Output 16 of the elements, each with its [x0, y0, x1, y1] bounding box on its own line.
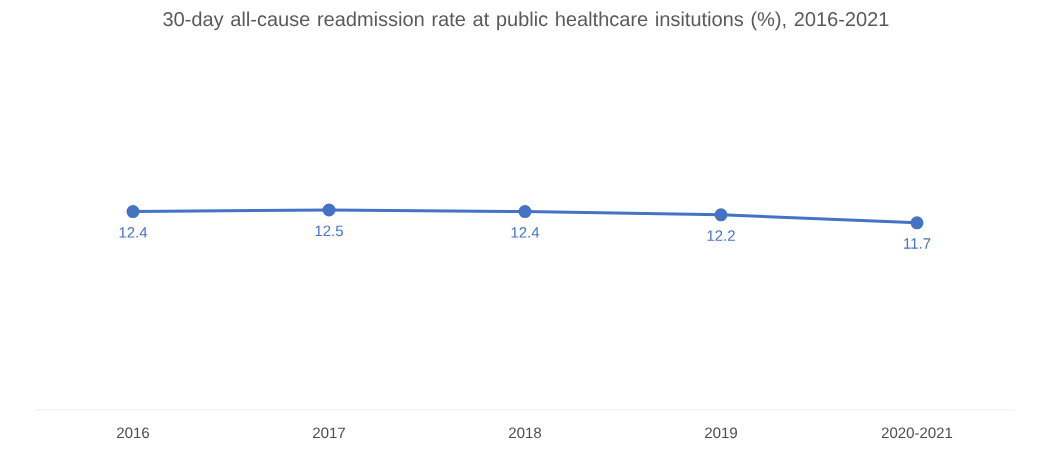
point	[126, 205, 140, 219]
point	[910, 216, 924, 230]
data-label: 12.4	[119, 227, 148, 238]
data-label: 12.2	[707, 230, 735, 241]
x-tick-label: 2017	[313, 427, 345, 439]
data-label: 12.5	[315, 225, 343, 237]
x-tick-label: 2019	[705, 427, 737, 439]
x-tick-label: 2018	[509, 427, 542, 439]
data-label: 12.4	[511, 227, 540, 238]
point	[518, 205, 532, 219]
point	[322, 203, 336, 217]
point	[714, 208, 728, 222]
x-tick-label: 2020-2021	[881, 427, 953, 439]
data-label: 11.7	[904, 238, 931, 249]
chart-title: 30-day all-cause readmission rate at public healthcare insitutions (%), 2016-2021	[163, 11, 889, 31]
x-tick-label: 2016	[117, 427, 150, 439]
